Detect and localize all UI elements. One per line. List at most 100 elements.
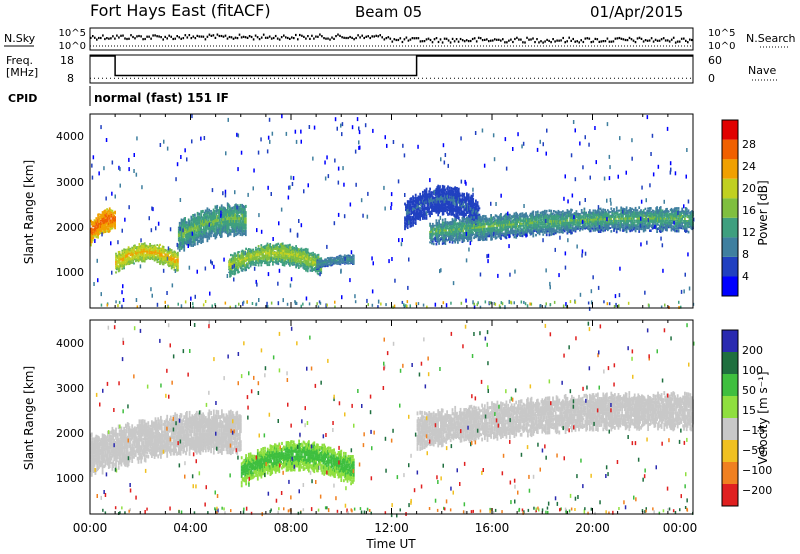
power-cell xyxy=(308,254,311,257)
power-cell xyxy=(227,226,230,230)
power-cell xyxy=(108,207,111,210)
power-cell xyxy=(447,188,449,192)
power-cell xyxy=(327,261,330,263)
power-cell xyxy=(463,227,466,230)
power-cell xyxy=(331,256,334,258)
noise-point xyxy=(508,39,510,42)
power-cell xyxy=(242,232,244,236)
power-cell xyxy=(164,250,167,252)
noise-point xyxy=(578,41,580,44)
noise-point xyxy=(204,38,207,41)
power-cell xyxy=(406,203,409,206)
power-cell xyxy=(239,219,242,224)
power-cell xyxy=(507,221,510,224)
freq-left-tick-top: 18 xyxy=(60,54,74,67)
power-cell xyxy=(445,202,448,205)
power-cell xyxy=(432,205,435,208)
power-cell xyxy=(432,237,435,241)
power-cell xyxy=(542,210,545,214)
power-cell xyxy=(273,256,276,259)
power-cell xyxy=(449,196,452,199)
power-cell xyxy=(243,261,246,263)
power-cell xyxy=(177,228,180,231)
power-cell xyxy=(331,264,334,266)
power-cell xyxy=(446,231,448,234)
power-cell xyxy=(144,250,147,253)
noise-point xyxy=(170,35,172,38)
power-cell xyxy=(234,213,236,217)
power-cell xyxy=(471,230,474,233)
power-cell xyxy=(456,187,458,191)
noise-point xyxy=(138,34,140,38)
power-cell xyxy=(326,266,329,268)
power-cell xyxy=(178,248,181,252)
power-cell xyxy=(147,245,150,247)
power-cell xyxy=(475,199,477,203)
noise-point xyxy=(415,37,418,40)
power-cell xyxy=(300,249,303,252)
power-cell xyxy=(408,209,411,212)
noise-point xyxy=(620,37,623,40)
power-cell xyxy=(160,248,163,250)
power-cell xyxy=(449,208,452,211)
power-cell xyxy=(213,212,216,215)
power-cell xyxy=(295,261,297,264)
power-cell xyxy=(445,194,448,197)
power-cell xyxy=(102,215,105,218)
power-cell xyxy=(422,205,424,209)
power-cell xyxy=(267,258,270,261)
power-cell xyxy=(431,203,434,206)
noise-point xyxy=(287,36,289,40)
noise-point xyxy=(413,37,416,40)
noise-right-label: N.Search xyxy=(746,32,796,45)
power-cell xyxy=(190,225,193,229)
power-cell xyxy=(204,209,207,213)
power-cell xyxy=(447,197,449,201)
power-cell xyxy=(471,220,474,222)
noise-point xyxy=(437,40,440,44)
power-cell xyxy=(269,258,272,261)
power-cell xyxy=(231,206,234,210)
power-cell xyxy=(314,253,316,256)
power-cell xyxy=(339,264,342,266)
power-cell xyxy=(234,267,237,271)
power-cell xyxy=(261,261,264,264)
power-cell xyxy=(323,263,326,264)
power-cell xyxy=(467,220,470,223)
power-cell xyxy=(260,257,263,260)
power-cell xyxy=(305,257,307,260)
power-cell xyxy=(184,217,186,221)
power-cell xyxy=(498,222,501,225)
power-cell xyxy=(238,254,241,256)
power-cell xyxy=(502,217,505,220)
power-cell xyxy=(136,255,139,257)
power-cell xyxy=(177,260,179,263)
power-cell xyxy=(538,221,541,224)
power-cell xyxy=(344,262,347,264)
power-cell xyxy=(438,211,440,214)
noise-point xyxy=(477,36,480,39)
power-cell xyxy=(505,212,508,216)
power-cell xyxy=(437,184,440,188)
power-cell xyxy=(242,205,244,208)
noise-trace xyxy=(90,33,693,47)
power-cell xyxy=(505,236,508,240)
power-cell xyxy=(235,203,237,207)
power-cell xyxy=(459,231,462,234)
power-cell xyxy=(457,214,459,217)
power-cell xyxy=(442,212,445,216)
power-cell xyxy=(227,223,230,227)
power-cell xyxy=(264,258,267,261)
power-cell xyxy=(462,229,465,233)
power-cell xyxy=(145,246,148,248)
power-cell xyxy=(307,260,310,263)
noise-point xyxy=(166,37,168,40)
power-cell xyxy=(202,228,205,231)
power-cell xyxy=(332,263,335,264)
power-cell xyxy=(300,260,303,263)
power-cell xyxy=(451,238,454,242)
noise-point xyxy=(196,34,199,37)
power-cell xyxy=(445,231,448,234)
power-cell xyxy=(318,261,321,263)
power-cell xyxy=(183,238,186,242)
